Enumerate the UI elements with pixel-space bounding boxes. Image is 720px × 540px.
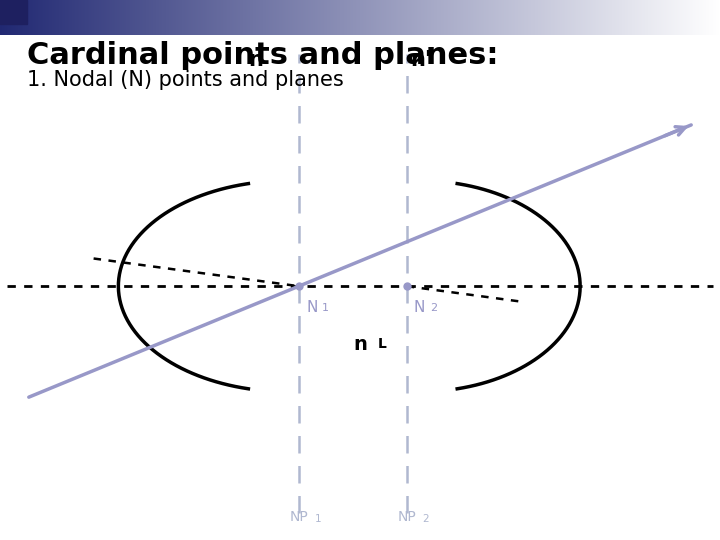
- Text: n': n': [410, 50, 432, 70]
- Text: NP: NP: [397, 510, 416, 524]
- Text: 1. Nodal (N) points and planes: 1. Nodal (N) points and planes: [27, 70, 344, 90]
- Text: n: n: [353, 335, 367, 354]
- Text: N: N: [306, 300, 318, 315]
- Text: L: L: [378, 338, 387, 352]
- Text: 2: 2: [430, 303, 437, 314]
- Text: 1: 1: [322, 303, 329, 314]
- Text: n: n: [248, 50, 263, 70]
- Text: 1: 1: [315, 514, 321, 524]
- Text: N: N: [414, 300, 426, 315]
- Text: Cardinal points and planes:: Cardinal points and planes:: [27, 40, 499, 70]
- Text: NP: NP: [289, 510, 308, 524]
- Bar: [0, 0, 27, 24]
- Text: 2: 2: [423, 514, 429, 524]
